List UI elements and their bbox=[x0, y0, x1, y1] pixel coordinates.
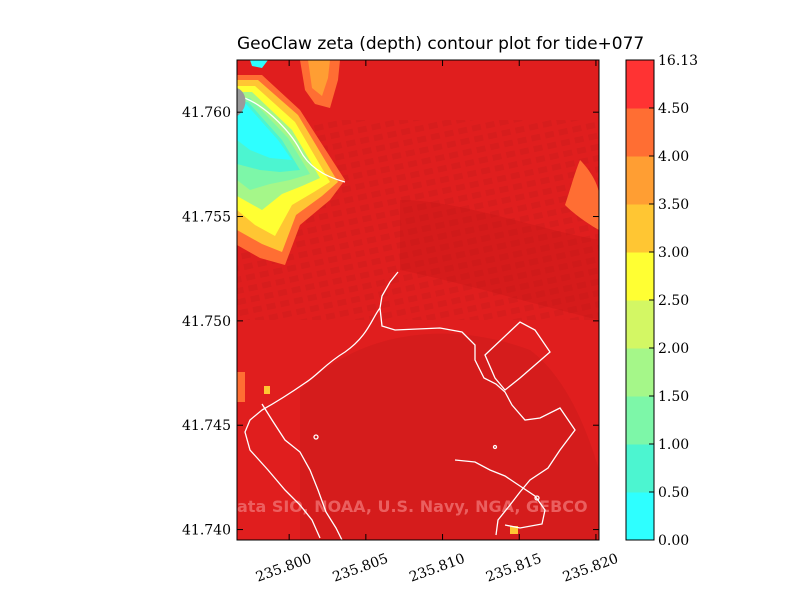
x-tick-label: 235.820 bbox=[561, 551, 621, 586]
shoreline-main bbox=[379, 271, 576, 536]
colorbar-swatch bbox=[626, 60, 654, 109]
y-tick-label: 41.760 bbox=[182, 105, 231, 121]
colorbar-label: 2.50 bbox=[658, 293, 689, 309]
colorbar-swatch bbox=[626, 300, 654, 349]
colorbar-swatch bbox=[626, 492, 654, 541]
pier-outline bbox=[484, 321, 551, 391]
shallow-strip-right bbox=[565, 160, 599, 230]
cyan-sliver bbox=[250, 60, 268, 68]
x-tick-label: 235.805 bbox=[331, 551, 391, 586]
plot-frame bbox=[236, 59, 600, 541]
y-tick-label: 41.755 bbox=[182, 210, 231, 226]
contour-dot-3 bbox=[534, 495, 540, 501]
edge-patch-dot bbox=[264, 386, 270, 394]
colorbar-label: 3.50 bbox=[658, 197, 689, 213]
colorbar-label: 16.13 bbox=[658, 53, 698, 69]
colorbar-label: 0.50 bbox=[658, 485, 689, 501]
colorbar-swatch bbox=[626, 348, 654, 397]
shoreline-contours bbox=[244, 271, 576, 540]
contour-dot-1 bbox=[313, 434, 319, 440]
colorbar-label: 4.50 bbox=[658, 101, 689, 117]
shoreline-lower bbox=[454, 459, 546, 529]
chart-title: GeoClaw zeta (depth) contour plot for ti… bbox=[237, 34, 645, 54]
x-tick-label: 235.815 bbox=[484, 551, 544, 586]
edge-patch-left bbox=[237, 372, 245, 402]
plot-area: ata SIO, NOAA, U.S. Navy, NGA, GEBCO bbox=[237, 60, 599, 540]
colorbar-swatch bbox=[626, 396, 654, 445]
colorbar-label: 2.00 bbox=[658, 341, 689, 357]
colorbar: 0.00 0.50 1.00 1.50 2.00 2.50 3.00 3.50 4.00 4.50… bbox=[625, 53, 698, 549]
colorbar-swatch bbox=[626, 156, 654, 205]
colorbar-swatch bbox=[626, 204, 654, 253]
colorbar-label: 1.00 bbox=[658, 437, 689, 453]
y-tick-label: 41.750 bbox=[182, 314, 231, 330]
colorbar-label: 4.00 bbox=[658, 149, 689, 165]
x-tick-label: 235.800 bbox=[254, 551, 314, 586]
shallow-patch-top-inner bbox=[308, 60, 330, 96]
y-axis: 41.740 41.745 41.750 41.755 41.760 bbox=[182, 105, 599, 539]
colorbar-label: 0.00 bbox=[658, 533, 689, 549]
harbor-shading bbox=[400, 200, 599, 320]
shoreline-harbor bbox=[244, 307, 381, 539]
colorbar-swatch bbox=[626, 108, 654, 157]
gray-patch bbox=[237, 88, 246, 116]
depth-band-cyan bbox=[237, 104, 292, 160]
edge-patch-bottom bbox=[510, 526, 518, 534]
watermark-text: ata SIO, NOAA, U.S. Navy, NGA, GEBCO bbox=[237, 497, 588, 516]
x-tick-label: 235.810 bbox=[407, 551, 467, 586]
shore-contour-upper-left bbox=[237, 95, 346, 183]
shoreline-inner bbox=[261, 403, 343, 540]
colorbar-label: 1.50 bbox=[658, 389, 689, 405]
y-tick-label: 41.740 bbox=[182, 523, 231, 539]
colorbar-swatch bbox=[626, 444, 654, 493]
y-tick-label: 41.745 bbox=[182, 418, 231, 434]
contour-dot-2 bbox=[492, 444, 498, 450]
colorbar-swatch bbox=[626, 252, 654, 301]
colorbar-label: 3.00 bbox=[658, 245, 689, 261]
